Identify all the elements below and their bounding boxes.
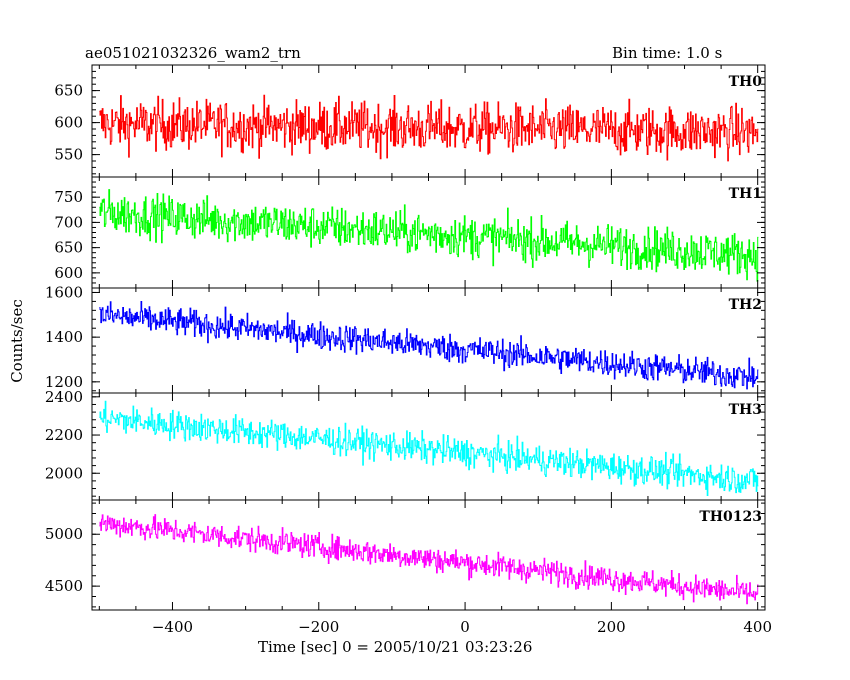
series-line-th0 xyxy=(99,94,759,162)
y-tick-label: 750 xyxy=(54,188,83,206)
bin-time-label: Bin time: 1.0 s xyxy=(612,44,723,62)
panel-th0123: 4500 5000 TH0123 xyxy=(45,499,766,611)
series-line-th0123 xyxy=(99,514,759,605)
panel-label: TH0123 xyxy=(699,509,762,525)
panel-label: TH2 xyxy=(729,297,762,313)
x-axis-label: Time [sec] 0 = 2005/10/21 03:23:26 xyxy=(258,638,533,656)
y-tick-label: 2200 xyxy=(45,426,83,444)
y-tick-label: 1200 xyxy=(45,373,83,391)
y-tick-label: 600 xyxy=(54,264,83,282)
panel-th2: 1200 1400 1600 TH2 xyxy=(45,283,766,394)
y-tick-label: 2400 xyxy=(45,388,83,406)
y-tick-label: 550 xyxy=(54,146,83,164)
panel-label: TH0 xyxy=(729,74,763,90)
series-line-th3 xyxy=(99,400,759,496)
x-tick-label: 200 xyxy=(597,618,626,636)
y-tick-label: 4500 xyxy=(45,577,83,595)
panel-label: TH3 xyxy=(729,402,762,418)
y-tick-label: 1600 xyxy=(45,283,83,301)
panel-frame xyxy=(91,392,766,501)
y-tick-label: 600 xyxy=(54,114,83,132)
y-tick-label: 700 xyxy=(54,213,83,231)
x-tick-label: 0 xyxy=(460,618,470,636)
panel-label: TH1 xyxy=(729,186,762,202)
y-axis-label: Counts/sec xyxy=(8,299,26,383)
y-tick-label: 650 xyxy=(54,82,83,100)
panel-th1: 600 650 700 750 TH1 xyxy=(54,176,766,289)
x-tick-label: −200 xyxy=(298,618,339,636)
x-tick-label: 400 xyxy=(743,618,772,636)
y-tick-label: 5000 xyxy=(45,525,83,543)
series-line-th1 xyxy=(99,189,759,282)
panel-th3: 2000 2200 2400 TH3 xyxy=(45,388,766,501)
y-tick-label: 2000 xyxy=(45,464,83,482)
y-tick-label: 1400 xyxy=(45,328,83,346)
x-tick-label: −400 xyxy=(152,618,193,636)
panel-frame xyxy=(91,287,766,394)
panel-th0: 550 600 650 TH0 xyxy=(54,64,766,178)
chart-title: ae051021032326_wam2_trn xyxy=(85,44,301,62)
y-tick-label: 650 xyxy=(54,239,83,257)
series-line-th2 xyxy=(99,301,759,390)
